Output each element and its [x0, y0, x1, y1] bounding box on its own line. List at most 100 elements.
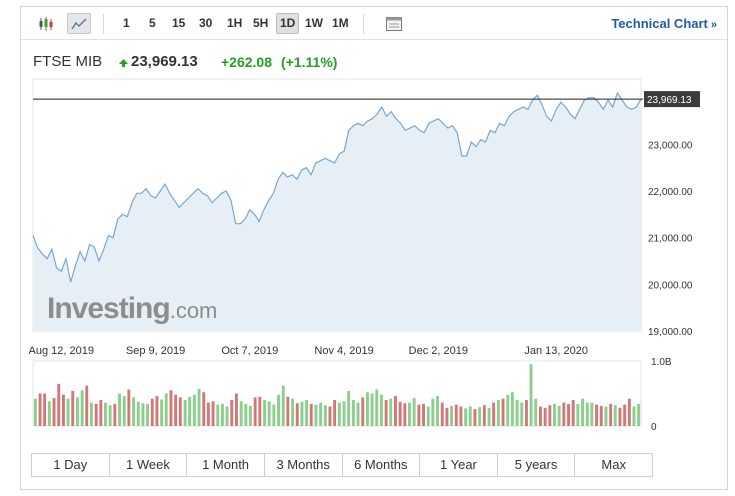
volume-axis-label: 1.0B	[651, 357, 672, 368]
range-selector: 1 Day 1 Week 1 Month 3 Months 6 Months 1…	[31, 453, 653, 477]
volume-axis-label: 0	[651, 422, 657, 433]
volume-bar	[314, 404, 318, 426]
volume-bar	[426, 406, 430, 426]
volume-bar	[445, 407, 449, 426]
investing-watermark: Investing.com	[47, 292, 217, 328]
volume-bar	[136, 401, 140, 426]
volume-bar	[183, 400, 187, 426]
volume-bar	[277, 394, 280, 426]
volume-bar	[366, 392, 369, 426]
volume-bar	[571, 400, 575, 426]
volume-bar	[286, 396, 290, 427]
timeframe-30-button[interactable]: 30	[199, 16, 213, 30]
line-chart-icon[interactable]	[67, 13, 91, 34]
volume-bar	[548, 405, 552, 426]
window-icon[interactable]	[382, 13, 406, 34]
range-3-months-button[interactable]: 3 Months	[264, 454, 343, 476]
price-volume-chart: 19,000.00 20,000.00 21,000.00 22,000.00 23,0…	[29, 78, 700, 433]
volume-bar	[525, 400, 528, 426]
x-tick-label: Dec 2, 2019	[409, 345, 468, 357]
volume-bar	[235, 393, 238, 426]
timeframe-1h-button[interactable]: 1H	[227, 16, 243, 30]
volume-bar	[188, 396, 192, 427]
volume-bar	[309, 403, 313, 426]
volume-bar	[632, 406, 636, 426]
volume-bar	[520, 402, 524, 426]
volume-bar	[422, 403, 425, 426]
price-area	[33, 93, 641, 331]
watermark-suffix: .com	[169, 298, 218, 323]
volume-bar	[160, 399, 164, 426]
volume-bar	[258, 396, 262, 427]
volume-bar	[216, 404, 220, 426]
volume-bar	[595, 404, 598, 426]
range-6-months-button[interactable]: 6 Months	[342, 454, 421, 476]
volume-bar	[482, 405, 486, 426]
volume-bar	[459, 406, 463, 426]
volume-bar	[356, 402, 360, 426]
volume-bar	[66, 398, 70, 426]
double-chevron-right-icon: »	[710, 19, 717, 31]
x-tick-label: Sep 9, 2019	[126, 345, 185, 357]
volume-bar	[389, 398, 393, 426]
volume-bar	[62, 394, 65, 426]
volume-bar	[108, 405, 112, 426]
volume-bar	[412, 398, 416, 426]
price-change: +262.08	[221, 54, 272, 70]
x-tick-label: Nov 4, 2019	[314, 345, 373, 357]
timeframe-1m-button[interactable]: 1M	[332, 16, 349, 30]
volume-bar	[38, 393, 42, 426]
volume-bar	[562, 402, 566, 426]
volume-bar	[623, 404, 627, 426]
volume-bar	[155, 396, 159, 426]
volume-bar	[225, 406, 229, 426]
timeframe-5-button[interactable]: 5	[149, 16, 156, 30]
timeframe-1d-button[interactable]: 1D	[276, 13, 300, 34]
volume-bar	[141, 403, 145, 427]
volume-bar	[599, 405, 603, 426]
volume-bar	[76, 397, 79, 426]
volume-bar	[581, 398, 584, 426]
x-tick-label: Oct 7, 2019	[221, 345, 278, 357]
volume-bar	[263, 400, 266, 426]
technical-chart-link[interactable]: Technical Chart»	[611, 16, 717, 31]
y-tick-label: 20,000.00	[648, 280, 693, 291]
timeframe-15-button[interactable]: 15	[172, 16, 186, 30]
candlestick-icon[interactable]	[34, 13, 58, 34]
volume-bar	[604, 406, 608, 426]
volume-bar	[398, 401, 402, 426]
volume-bar	[202, 392, 206, 426]
range-1-month-button[interactable]: 1 Month	[187, 454, 265, 476]
volume-bar	[33, 398, 37, 426]
range-max-button[interactable]: Max	[575, 454, 652, 476]
volume-bar	[164, 393, 168, 426]
volume-bar	[384, 400, 388, 426]
volume-bar	[94, 403, 98, 426]
volume-bar	[510, 392, 514, 426]
timeframe-1w-button[interactable]: 1W	[305, 16, 323, 30]
range-5-years-button[interactable]: 5 years	[497, 454, 576, 476]
x-tick-label: Aug 12, 2019	[29, 345, 94, 357]
x-tick-label: Jan 13, 2020	[524, 345, 588, 357]
volume-bar	[146, 403, 149, 426]
range-1-year-button[interactable]: 1 Year	[420, 454, 498, 476]
volume-bar	[492, 402, 496, 426]
chart-widget: 1 5 15 30 1H 5H 1D 1W 1M Technical Chart…	[20, 6, 728, 490]
volume-bar	[267, 401, 271, 426]
volume-bar	[52, 398, 56, 426]
volume-bar	[557, 405, 561, 426]
timeframe-5h-button[interactable]: 5H	[253, 16, 269, 30]
volume-bar	[613, 405, 617, 426]
volume-bar	[221, 403, 224, 426]
timeframe-1-button[interactable]: 1	[123, 16, 130, 30]
instrument-name: FTSE MIB	[33, 53, 103, 70]
range-1-day-button[interactable]: 1 Day	[32, 454, 110, 476]
volume-bar	[431, 398, 435, 426]
volume-bar	[487, 407, 491, 426]
volume-bar	[333, 400, 337, 426]
volume-bar	[515, 400, 519, 426]
volume-bar	[436, 396, 439, 426]
y-tick-label: 22,000.00	[648, 187, 693, 198]
range-1-week-button[interactable]: 1 Week	[109, 454, 188, 476]
volume-bar	[127, 389, 131, 426]
